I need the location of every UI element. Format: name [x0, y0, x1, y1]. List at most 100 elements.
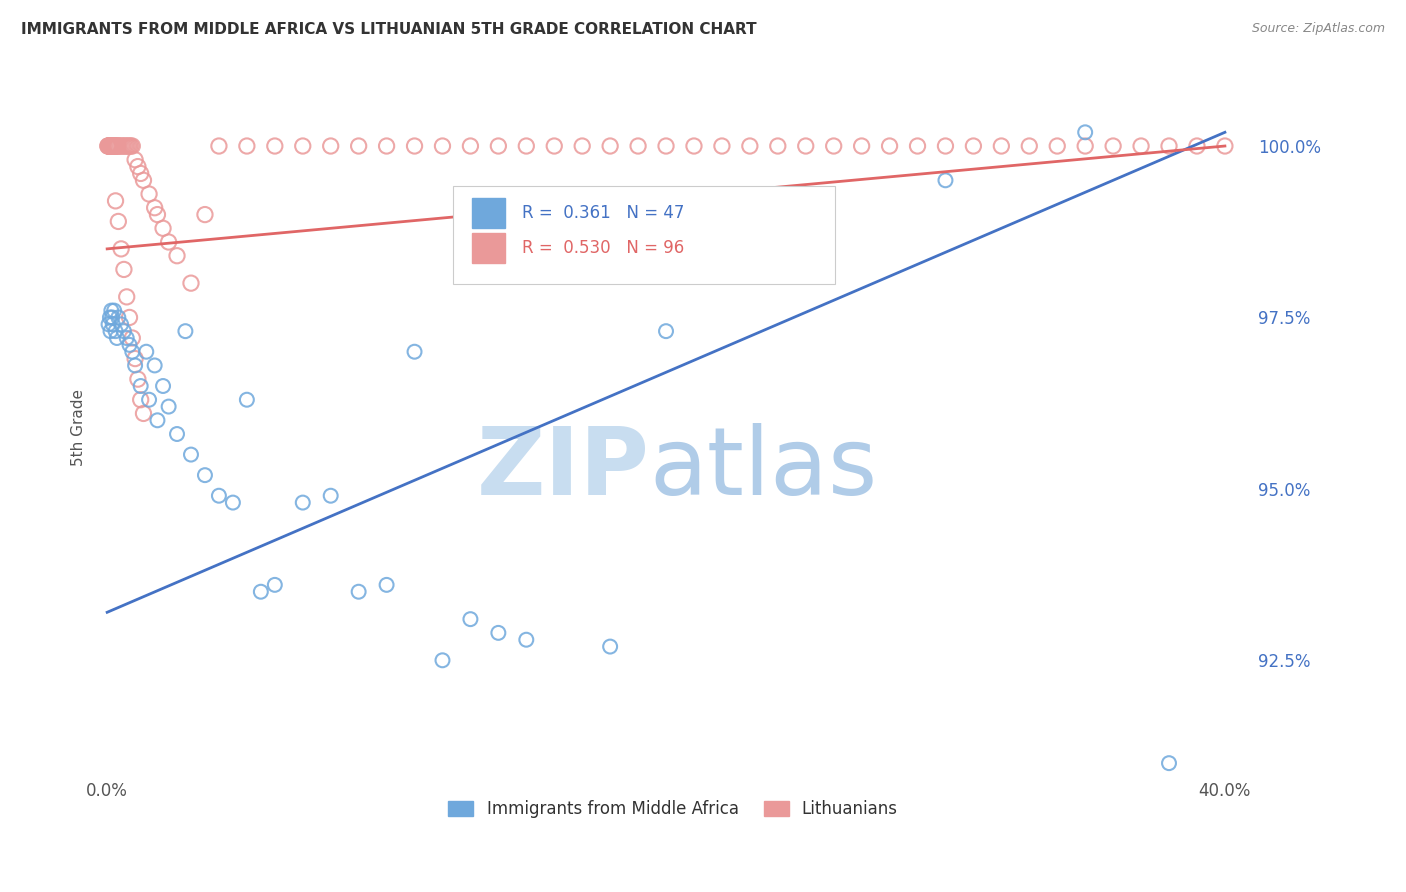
Point	[1130, 139, 1153, 153]
Point	[117, 139, 139, 153]
Point	[152, 379, 174, 393]
Point	[104, 139, 127, 153]
Point	[121, 331, 143, 345]
Point	[98, 139, 121, 153]
Point	[98, 139, 121, 153]
Point	[107, 310, 129, 325]
Point	[962, 139, 984, 153]
Point	[107, 139, 129, 153]
Point	[111, 139, 134, 153]
Point	[97, 139, 120, 153]
Point	[347, 584, 370, 599]
Text: Source: ZipAtlas.com: Source: ZipAtlas.com	[1251, 22, 1385, 36]
Point	[1102, 139, 1125, 153]
Point	[100, 139, 122, 153]
Point	[98, 139, 121, 153]
Point	[1074, 125, 1097, 139]
Point	[118, 338, 141, 352]
Text: R =  0.530   N = 96: R = 0.530 N = 96	[522, 239, 685, 257]
Point	[127, 372, 149, 386]
Point	[103, 139, 125, 153]
Point	[97, 139, 120, 153]
Point	[124, 153, 146, 167]
Point	[823, 139, 845, 153]
Point	[375, 578, 398, 592]
Point	[166, 427, 188, 442]
Point	[118, 139, 141, 153]
Text: R =  0.361   N = 47: R = 0.361 N = 47	[522, 204, 685, 222]
FancyBboxPatch shape	[453, 186, 835, 284]
Point	[515, 632, 537, 647]
Point	[460, 612, 482, 626]
Point	[100, 139, 122, 153]
Point	[104, 139, 127, 153]
Point	[146, 413, 169, 427]
FancyBboxPatch shape	[472, 234, 505, 263]
Point	[655, 324, 678, 338]
Point	[105, 139, 128, 153]
Point	[486, 139, 509, 153]
Point	[105, 139, 128, 153]
Point	[115, 139, 138, 153]
Point	[460, 139, 482, 153]
Text: ZIP: ZIP	[477, 423, 650, 515]
Text: atlas: atlas	[650, 423, 879, 515]
Point	[124, 359, 146, 373]
Point	[152, 221, 174, 235]
Point	[571, 139, 593, 153]
Point	[515, 139, 537, 153]
Point	[1157, 756, 1180, 771]
Point	[129, 166, 152, 180]
Point	[375, 139, 398, 153]
Point	[291, 495, 314, 509]
Point	[180, 276, 202, 290]
Point	[112, 139, 135, 153]
Point	[1018, 139, 1040, 153]
Point	[1185, 139, 1208, 153]
Point	[194, 468, 217, 483]
Point	[907, 139, 929, 153]
Point	[110, 139, 132, 153]
Point	[129, 392, 152, 407]
Point	[127, 160, 149, 174]
Point	[103, 303, 125, 318]
Point	[97, 139, 120, 153]
Point	[135, 344, 157, 359]
Point	[236, 139, 259, 153]
Point	[432, 139, 454, 153]
Point	[110, 242, 132, 256]
Point	[97, 139, 120, 153]
Point	[138, 392, 160, 407]
Point	[107, 139, 129, 153]
Point	[486, 625, 509, 640]
Point	[101, 139, 124, 153]
Point	[655, 139, 678, 153]
Point	[627, 139, 650, 153]
Point	[112, 262, 135, 277]
Point	[104, 324, 127, 338]
Point	[208, 139, 231, 153]
Point	[146, 208, 169, 222]
Point	[157, 235, 180, 249]
Point	[101, 318, 124, 332]
Point	[347, 139, 370, 153]
Point	[98, 139, 121, 153]
Point	[934, 139, 956, 153]
Point	[115, 331, 138, 345]
Point	[710, 139, 733, 153]
Point	[1157, 139, 1180, 153]
Point	[100, 139, 122, 153]
Point	[1074, 139, 1097, 153]
Point	[107, 214, 129, 228]
Point	[990, 139, 1012, 153]
Point	[851, 139, 873, 153]
Point	[118, 310, 141, 325]
Point	[1046, 139, 1069, 153]
Point	[100, 303, 122, 318]
Point	[121, 139, 143, 153]
Point	[180, 448, 202, 462]
Point	[129, 379, 152, 393]
Point	[101, 139, 124, 153]
Point	[138, 187, 160, 202]
Point	[166, 249, 188, 263]
